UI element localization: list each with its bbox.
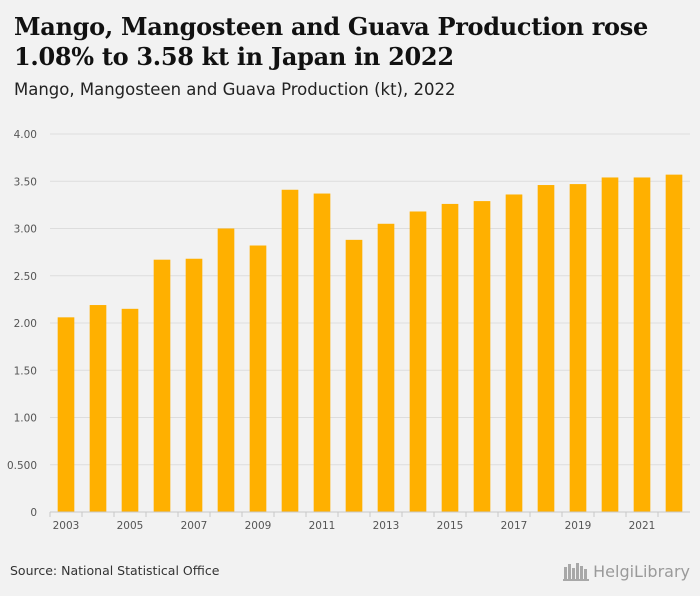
x-tick-label: 2011 [309,520,336,532]
y-tick-label: 1.50 [14,365,37,377]
bar-2016 [473,201,491,512]
bar-2013 [377,223,395,512]
bar-2021 [633,177,651,512]
bar-2014 [409,211,427,513]
bars [57,174,683,513]
x-axis-ticks: 2003 2005 2007 2009 2011 2013 2015 2017 2019 2021 [49,511,690,532]
y-tick-label: 4.00 [14,129,37,141]
bar-2005 [121,308,139,512]
bar-2004 [89,305,107,512]
x-tick-label: 2013 [373,520,400,532]
logo-text: HelgiLibrary [593,561,690,581]
helgi-library-logo[interactable]: HelgiLibrary [563,561,690,581]
bar-2019 [569,184,587,512]
bar-2003 [57,317,75,512]
bar-2017 [505,194,523,513]
x-tick-label: 2009 [245,520,272,532]
bar-2007 [185,258,203,512]
bar-2011 [313,193,331,512]
bar-2009 [249,245,267,512]
y-tick-label: 2.50 [14,271,37,283]
x-tick-label: 2019 [565,520,592,532]
bar-2022 [665,174,683,512]
x-tick-label: 2007 [181,520,208,532]
x-tick-label: 2021 [629,520,656,532]
x-tick-label: 2005 [117,520,144,532]
bar-2012 [345,239,363,512]
x-tick-label: 2003 [53,520,80,532]
x-tick-label: 2015 [437,520,464,532]
y-tick-label: 0.500 [7,460,37,472]
bar-2018 [537,185,555,512]
y-tick-label: 0 [30,507,37,519]
bar-2015 [441,203,459,512]
y-axis-ticks: 0 0.500 1.00 1.50 2.00 2.50 3.00 3.50 4.00 [7,129,37,519]
bookshelf-icon [563,563,590,581]
bar-2020 [601,177,619,512]
y-tick-label: 1.00 [14,413,37,425]
x-tick-label: 2017 [501,520,528,532]
chart-title: Mango, Mangosteen and Guava Production r… [14,12,648,71]
bar-2010 [281,189,299,512]
y-tick-label: 3.00 [14,224,37,236]
y-tick-label: 3.50 [14,176,37,188]
bar-2008 [217,228,235,512]
bar-2006 [153,259,171,512]
source-note: Source: National Statistical Office [10,563,220,578]
chart-subtitle: Mango, Mangosteen and Guava Production (… [14,80,456,99]
y-tick-label: 2.00 [14,318,37,330]
grid-lines [50,133,690,513]
